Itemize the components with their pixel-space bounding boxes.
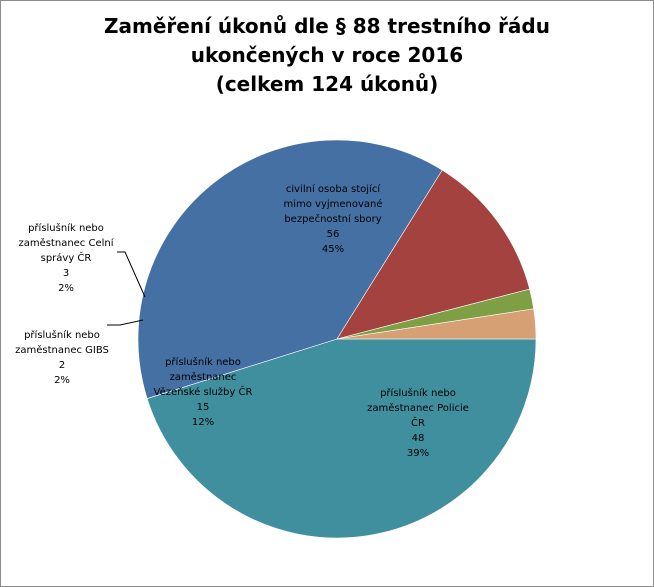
slice-label-line: příslušník nebo bbox=[165, 356, 241, 368]
slice-label-line: správy ČR bbox=[41, 251, 92, 264]
slice-label-line: příslušník nebo bbox=[28, 222, 104, 234]
slice-label-line: Vězeňské služby ČR bbox=[154, 385, 253, 398]
leader-line bbox=[107, 319, 144, 326]
slice-value: 2 bbox=[59, 360, 65, 371]
data-label: příslušník nebo zaměstnanec Celní správy Č… bbox=[18, 222, 114, 294]
pie-slice bbox=[336, 308, 537, 340]
chart-title: Zaměření úkonů dle § 88 trestního řádu u… bbox=[0, 12, 654, 99]
slice-percent: 2% bbox=[58, 283, 74, 294]
slice-percent: 2% bbox=[54, 375, 70, 386]
chart-title-line: ukončených v roce 2016 bbox=[190, 43, 464, 67]
slice-value: 15 bbox=[197, 402, 210, 413]
slice-percent: 12% bbox=[192, 417, 214, 428]
data-label: příslušník nebo zaměstnanec Vězeňské služb… bbox=[154, 356, 253, 428]
slice-value: 3 bbox=[63, 268, 69, 279]
slice-percent: 45% bbox=[322, 244, 344, 255]
pie-slice bbox=[137, 139, 443, 399]
slice-value: 48 bbox=[412, 433, 425, 444]
data-label: příslušník nebo zaměstnanec Policie ČR 48 39… bbox=[367, 387, 469, 459]
slice-label-line: civilní osoba stojící bbox=[286, 183, 381, 195]
slice-label-line: zaměstnanec Celní bbox=[18, 237, 114, 249]
slice-label-line: zaměstnanec bbox=[170, 371, 237, 383]
leader-line bbox=[117, 251, 146, 298]
data-label: příslušník nebo zaměstnanec GIBS 2 2% bbox=[15, 329, 109, 386]
slice-label-line: příslušník nebo bbox=[380, 387, 456, 399]
slice-label-line: zaměstnanec Policie bbox=[367, 402, 469, 414]
slice-label-line: příslušník nebo bbox=[24, 329, 100, 341]
slice-label-line: zaměstnanec GIBS bbox=[15, 344, 109, 356]
slice-percent: 39% bbox=[407, 448, 429, 459]
data-label: civilní osoba stojící mimo vyjmenované bez… bbox=[283, 183, 382, 255]
slice-label-line: ČR bbox=[411, 416, 425, 429]
slice-label-line: bezpečnostní sbory bbox=[284, 213, 381, 225]
pie-slice bbox=[146, 338, 537, 539]
slice-value: 56 bbox=[327, 229, 340, 240]
slice-label-line: mimo vyjmenované bbox=[283, 198, 382, 210]
pie-slice bbox=[336, 169, 531, 340]
chart-title-line: Zaměření úkonů dle § 88 trestního řádu bbox=[104, 14, 550, 38]
chart-title-line: (celkem 124 úkonů) bbox=[215, 72, 439, 96]
